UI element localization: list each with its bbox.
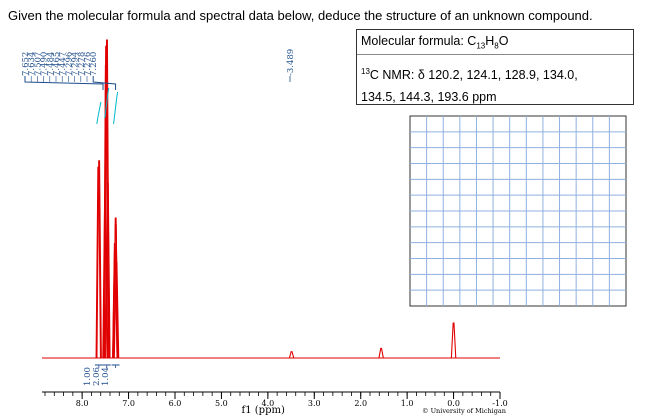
c13-nmr-line-1: 13C NMR: δ 120.2, 124.1, 128.9, 134.0, [361, 67, 578, 83]
peak-label-bracket-right [92, 76, 117, 90]
peak-shift-label: 7.652 [21, 52, 31, 76]
peak-shift-label: 7.490 [40, 52, 50, 76]
peak-shift-label: 7.634 [27, 52, 37, 76]
formula-row: Molecular formula: C13H8O [357, 30, 633, 55]
question-text: Given the molecular formula and spectral… [8, 8, 593, 23]
x-tick-label: 4.0 [261, 399, 274, 408]
x-tick-label: 2.0 [354, 399, 367, 408]
spectrum-peak [105, 182, 111, 359]
spectrum-peak [378, 347, 384, 359]
spectrum-peak [288, 351, 295, 359]
peak-shift-label: 7.447 [58, 52, 68, 76]
spectral-data-box: Molecular formula: C13H8O 13C NMR: δ 120… [356, 29, 634, 105]
peak-shift-label: 7.260 [89, 52, 99, 76]
peak-shift-label: 7.278 [77, 52, 87, 76]
drawing-grid[interactable] [409, 115, 627, 307]
integral-value: 1.00 [83, 367, 93, 386]
integral-value: 1.04 [101, 367, 111, 386]
x-tick-label: 3.0 [308, 399, 321, 408]
peak-shift-label: 7.296 [64, 52, 74, 76]
x-tick-label: -1.0 [492, 399, 507, 408]
peak-shift-label: 7.484 [46, 52, 56, 76]
peak-label-bracket-left [24, 76, 104, 90]
peak-shift-label: 7.507 [33, 52, 43, 76]
integral-curve [96, 101, 102, 125]
x-tick-label: 8.0 [76, 399, 89, 408]
x-tick-label: 6.0 [169, 399, 182, 408]
x-tick-label: 5.0 [215, 399, 228, 408]
spectrum-peak [450, 322, 457, 359]
spectrum-peak [96, 160, 102, 359]
peak-shift-label: 7.294 [71, 52, 81, 76]
x-tick-label: 1.0 [401, 399, 414, 408]
integral-value: 2.06 [92, 367, 102, 386]
molecular-formula: Molecular formula: C13H8O [361, 34, 509, 51]
x-tick-label: 0.0 [447, 399, 460, 408]
x-axis-label: f1 (ppm) [242, 405, 285, 416]
peak-shift-label: 7.276 [83, 52, 93, 76]
c13-nmr-line-2: 134.5, 144.3, 193.6 ppm [361, 90, 497, 104]
integral-curve [113, 91, 119, 125]
x-tick-label: 7.0 [122, 399, 135, 408]
integral-curve [104, 87, 110, 119]
peak-shift-label: -3.489 [286, 49, 296, 76]
peak-shift-label: 7.465 [52, 52, 62, 76]
spectrum-peak [113, 262, 120, 359]
credit-text: © University of Michigan [422, 407, 506, 415]
